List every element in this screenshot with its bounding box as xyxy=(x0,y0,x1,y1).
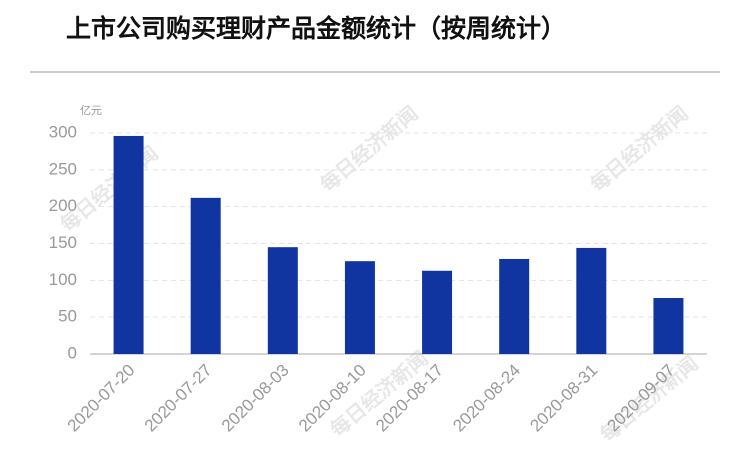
y-tick-label: 300 xyxy=(49,122,77,141)
bar xyxy=(344,261,375,354)
bar xyxy=(653,298,684,354)
y-axis-unit: 亿元 xyxy=(80,104,102,117)
y-tick-label: 100 xyxy=(49,270,77,289)
bar xyxy=(422,270,453,354)
y-tick-label: 250 xyxy=(49,159,77,178)
x-tick-label: 2020-08-24 xyxy=(449,361,524,436)
watermark: 每日经济新闻 xyxy=(315,101,422,197)
y-tick-label: 0 xyxy=(68,343,77,362)
bar xyxy=(113,135,144,354)
bar xyxy=(499,258,530,354)
bar xyxy=(576,247,607,354)
bar xyxy=(267,247,298,354)
y-tick-label: 200 xyxy=(49,196,77,215)
x-tick-label: 2020-08-31 xyxy=(526,361,601,436)
watermark: 每日经济新闻 xyxy=(55,141,162,237)
x-tick-label: 2020-07-27 xyxy=(141,361,216,436)
bar xyxy=(190,197,221,354)
x-tick-label: 2020-08-03 xyxy=(218,361,293,436)
y-tick-label: 150 xyxy=(49,233,77,252)
x-tick-label: 2020-07-20 xyxy=(64,361,139,436)
y-tick-label: 50 xyxy=(58,307,77,326)
watermark: 每日经济新闻 xyxy=(585,101,692,197)
chart-title: 上市公司购买理财产品金额统计（按周统计） xyxy=(66,14,566,43)
